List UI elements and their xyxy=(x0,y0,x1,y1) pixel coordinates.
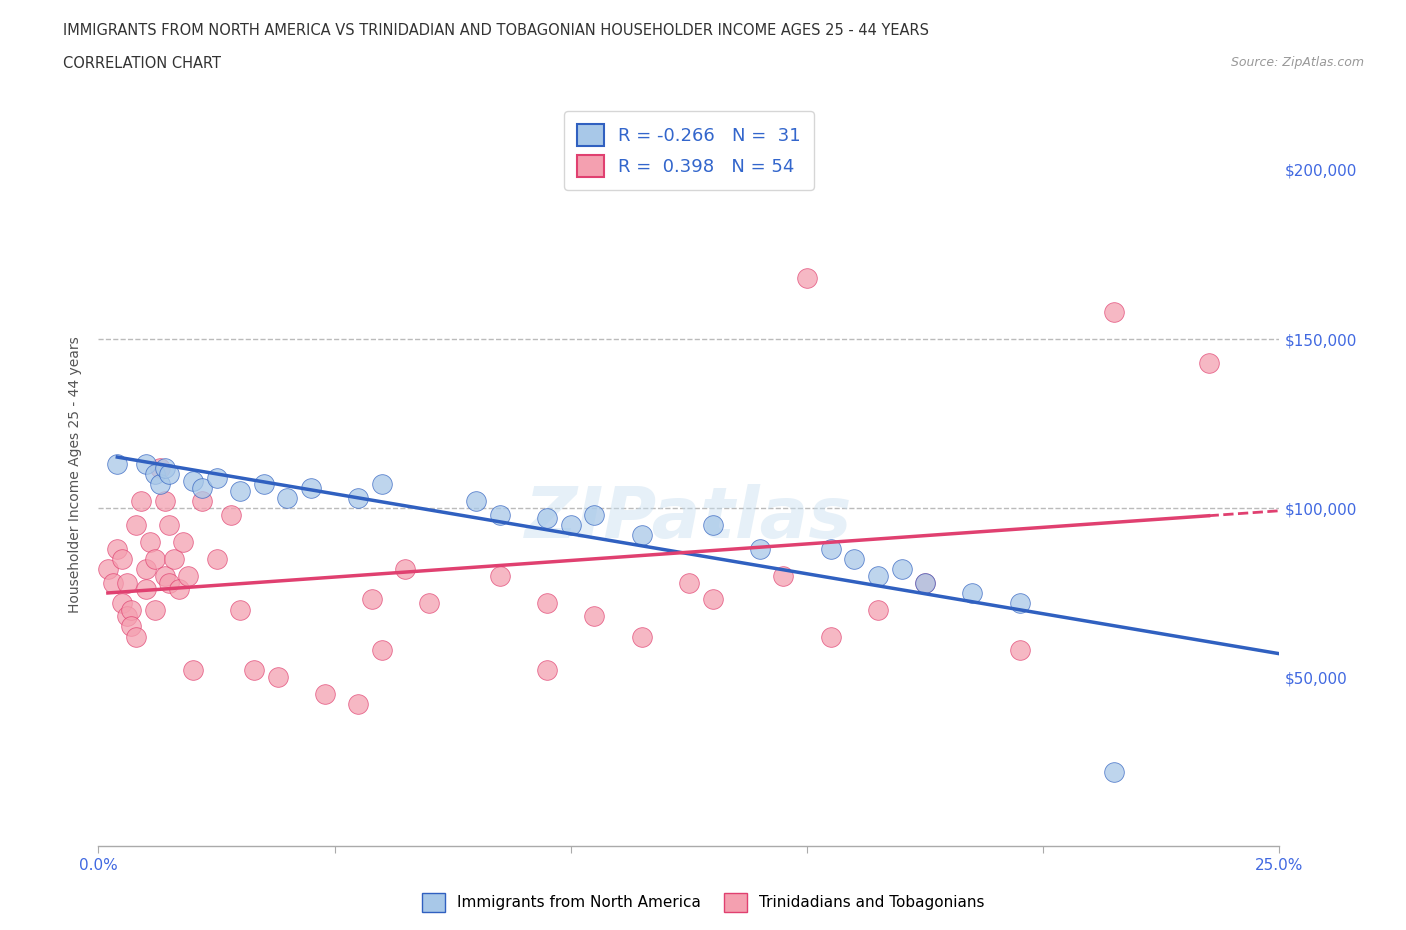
Point xyxy=(205,471,228,485)
Point xyxy=(702,592,724,607)
Point xyxy=(465,494,488,509)
Point xyxy=(149,460,172,475)
Point xyxy=(536,595,558,610)
Point xyxy=(866,602,889,617)
Point xyxy=(205,551,228,566)
Point xyxy=(866,568,889,583)
Point xyxy=(536,511,558,525)
Point xyxy=(394,562,416,577)
Point xyxy=(630,527,652,542)
Point xyxy=(772,568,794,583)
Point xyxy=(243,663,266,678)
Point xyxy=(418,595,440,610)
Point xyxy=(219,508,242,523)
Point xyxy=(135,457,157,472)
Point xyxy=(583,609,606,624)
Point xyxy=(1008,595,1031,610)
Point xyxy=(157,518,180,533)
Point xyxy=(115,575,138,590)
Point xyxy=(143,467,166,482)
Point xyxy=(536,663,558,678)
Point xyxy=(177,568,200,583)
Point xyxy=(153,494,176,509)
Point xyxy=(149,477,172,492)
Point xyxy=(167,582,190,597)
Point xyxy=(143,551,166,566)
Point xyxy=(229,602,252,617)
Point xyxy=(820,541,842,556)
Point xyxy=(371,643,394,658)
Point xyxy=(143,602,166,617)
Point xyxy=(181,663,204,678)
Point xyxy=(111,551,134,566)
Point xyxy=(347,697,370,711)
Point xyxy=(129,494,152,509)
Point xyxy=(125,518,148,533)
Point xyxy=(314,686,336,701)
Point xyxy=(276,490,298,505)
Point xyxy=(97,562,120,577)
Point xyxy=(191,494,214,509)
Y-axis label: Householder Income Ages 25 - 44 years: Householder Income Ages 25 - 44 years xyxy=(69,336,83,613)
Point xyxy=(135,562,157,577)
Point xyxy=(267,670,290,684)
Point xyxy=(371,477,394,492)
Point xyxy=(844,551,866,566)
Point xyxy=(914,575,936,590)
Text: IMMIGRANTS FROM NORTH AMERICA VS TRINIDADIAN AND TOBAGONIAN HOUSEHOLDER INCOME A: IMMIGRANTS FROM NORTH AMERICA VS TRINIDA… xyxy=(63,23,929,38)
Point xyxy=(153,460,176,475)
Point xyxy=(702,518,724,533)
Point xyxy=(1008,643,1031,658)
Point xyxy=(914,575,936,590)
Point xyxy=(890,562,912,577)
Point xyxy=(1102,304,1125,319)
Point xyxy=(115,609,138,624)
Point xyxy=(181,473,204,488)
Point xyxy=(157,467,180,482)
Text: Source: ZipAtlas.com: Source: ZipAtlas.com xyxy=(1230,56,1364,69)
Point xyxy=(820,630,842,644)
Point xyxy=(163,551,186,566)
Point xyxy=(489,508,512,523)
Point xyxy=(678,575,700,590)
Point xyxy=(139,535,162,550)
Point xyxy=(101,575,124,590)
Point xyxy=(796,271,818,286)
Point xyxy=(135,582,157,597)
Point xyxy=(121,602,143,617)
Point xyxy=(111,595,134,610)
Point xyxy=(299,481,322,496)
Point xyxy=(229,484,252,498)
Point xyxy=(105,457,128,472)
Point xyxy=(1198,355,1220,370)
Point xyxy=(1102,764,1125,779)
Text: CORRELATION CHART: CORRELATION CHART xyxy=(63,56,221,71)
Point xyxy=(962,585,984,600)
Point xyxy=(191,481,214,496)
Point xyxy=(121,619,143,634)
Point xyxy=(347,490,370,505)
Point xyxy=(172,535,194,550)
Text: ZIPatlas: ZIPatlas xyxy=(526,485,852,553)
Point xyxy=(630,630,652,644)
Legend: R = -0.266   N =  31, R =  0.398   N = 54: R = -0.266 N = 31, R = 0.398 N = 54 xyxy=(564,112,814,190)
Point xyxy=(157,575,180,590)
Point xyxy=(748,541,770,556)
Point xyxy=(253,477,276,492)
Point xyxy=(583,508,606,523)
Point xyxy=(361,592,384,607)
Point xyxy=(153,568,176,583)
Point xyxy=(125,630,148,644)
Legend: Immigrants from North America, Trinidadians and Tobagonians: Immigrants from North America, Trinidadi… xyxy=(416,887,990,918)
Point xyxy=(105,541,128,556)
Point xyxy=(489,568,512,583)
Point xyxy=(560,518,582,533)
